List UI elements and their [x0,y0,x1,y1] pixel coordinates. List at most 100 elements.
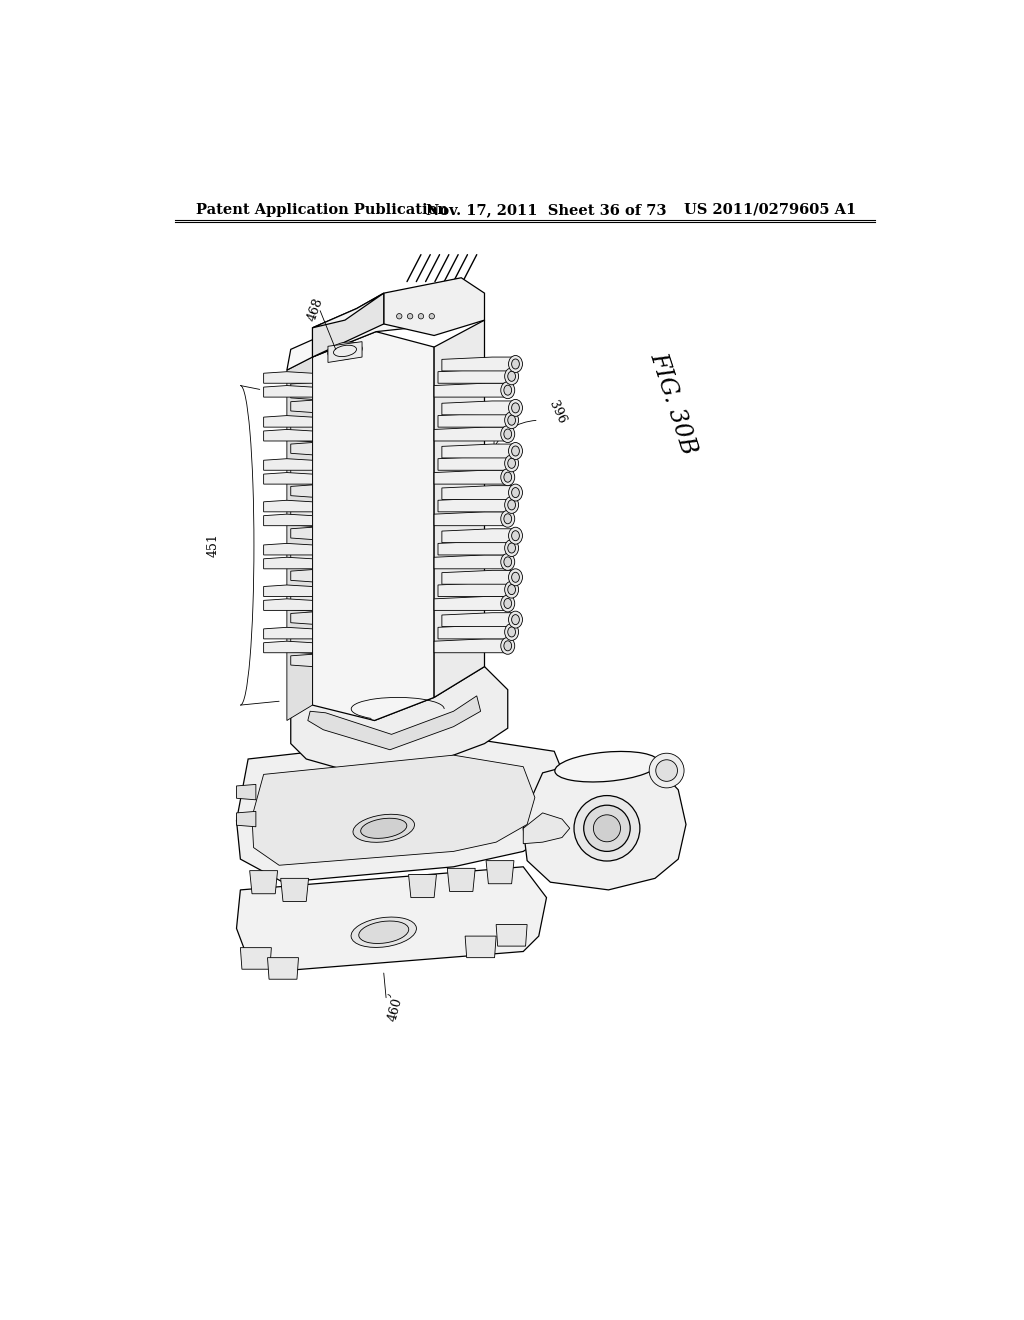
Ellipse shape [504,557,512,566]
Ellipse shape [584,805,630,851]
Polygon shape [434,321,484,697]
Ellipse shape [508,500,515,510]
Polygon shape [263,544,312,554]
Ellipse shape [408,314,413,319]
Polygon shape [442,486,515,499]
Polygon shape [287,358,312,721]
Polygon shape [447,869,475,891]
Ellipse shape [509,355,522,372]
Ellipse shape [509,442,522,459]
Ellipse shape [505,581,518,598]
Polygon shape [438,626,512,639]
Ellipse shape [508,416,515,425]
Ellipse shape [501,381,515,399]
Ellipse shape [649,754,684,788]
Ellipse shape [334,346,356,356]
Polygon shape [263,599,312,610]
Ellipse shape [509,400,522,416]
Ellipse shape [501,595,515,612]
Polygon shape [434,383,508,397]
Polygon shape [291,594,312,611]
Polygon shape [465,936,496,958]
Polygon shape [263,557,312,569]
Polygon shape [263,372,312,383]
Polygon shape [291,667,508,775]
Ellipse shape [360,818,407,838]
Ellipse shape [509,611,522,628]
Ellipse shape [501,511,515,527]
Polygon shape [291,484,312,498]
Polygon shape [263,385,312,397]
Ellipse shape [504,473,512,482]
Ellipse shape [509,527,522,544]
Ellipse shape [505,623,518,640]
Ellipse shape [555,751,659,781]
Ellipse shape [505,412,518,429]
Text: 396: 396 [547,399,568,426]
Polygon shape [434,597,508,610]
Polygon shape [263,459,312,470]
Polygon shape [291,636,312,653]
Ellipse shape [505,368,518,385]
Polygon shape [237,737,569,882]
Ellipse shape [512,487,519,498]
Polygon shape [291,425,312,442]
Ellipse shape [418,314,424,319]
Polygon shape [312,331,434,721]
Polygon shape [263,585,312,597]
Polygon shape [237,784,256,800]
Polygon shape [291,655,312,667]
Ellipse shape [509,484,522,502]
Polygon shape [409,874,436,898]
Ellipse shape [593,814,621,842]
Polygon shape [291,612,312,624]
Ellipse shape [504,513,512,524]
Ellipse shape [358,921,409,944]
Ellipse shape [574,796,640,861]
Ellipse shape [512,573,519,582]
Ellipse shape [396,314,402,319]
Polygon shape [496,924,527,946]
Polygon shape [434,639,508,653]
Polygon shape [291,527,312,540]
Polygon shape [442,612,515,627]
Ellipse shape [655,760,678,781]
Ellipse shape [501,425,515,442]
Polygon shape [523,813,569,843]
Ellipse shape [512,615,519,624]
Polygon shape [291,467,312,484]
Polygon shape [237,867,547,970]
Polygon shape [442,444,515,458]
Ellipse shape [351,917,417,948]
Polygon shape [328,342,362,363]
Ellipse shape [508,543,515,553]
Polygon shape [263,515,312,525]
Polygon shape [438,582,512,597]
Polygon shape [384,277,484,335]
Text: 460: 460 [386,997,404,1023]
Ellipse shape [504,429,512,440]
Polygon shape [434,512,508,525]
Polygon shape [291,570,312,582]
Polygon shape [267,958,299,979]
Polygon shape [263,416,312,428]
Text: FIG. 30B: FIG. 30B [646,350,700,457]
Ellipse shape [505,496,518,513]
Polygon shape [442,358,515,371]
Ellipse shape [429,314,434,319]
Polygon shape [263,500,312,512]
Ellipse shape [508,585,515,594]
Polygon shape [263,429,312,441]
Ellipse shape [505,540,518,557]
Ellipse shape [505,455,518,471]
Text: 451: 451 [207,533,220,557]
Polygon shape [263,473,312,484]
Polygon shape [312,293,384,358]
Polygon shape [434,428,508,441]
Polygon shape [442,401,515,414]
Ellipse shape [508,371,515,381]
Polygon shape [263,627,312,639]
Ellipse shape [512,531,519,541]
Polygon shape [434,554,508,569]
Polygon shape [250,871,278,894]
